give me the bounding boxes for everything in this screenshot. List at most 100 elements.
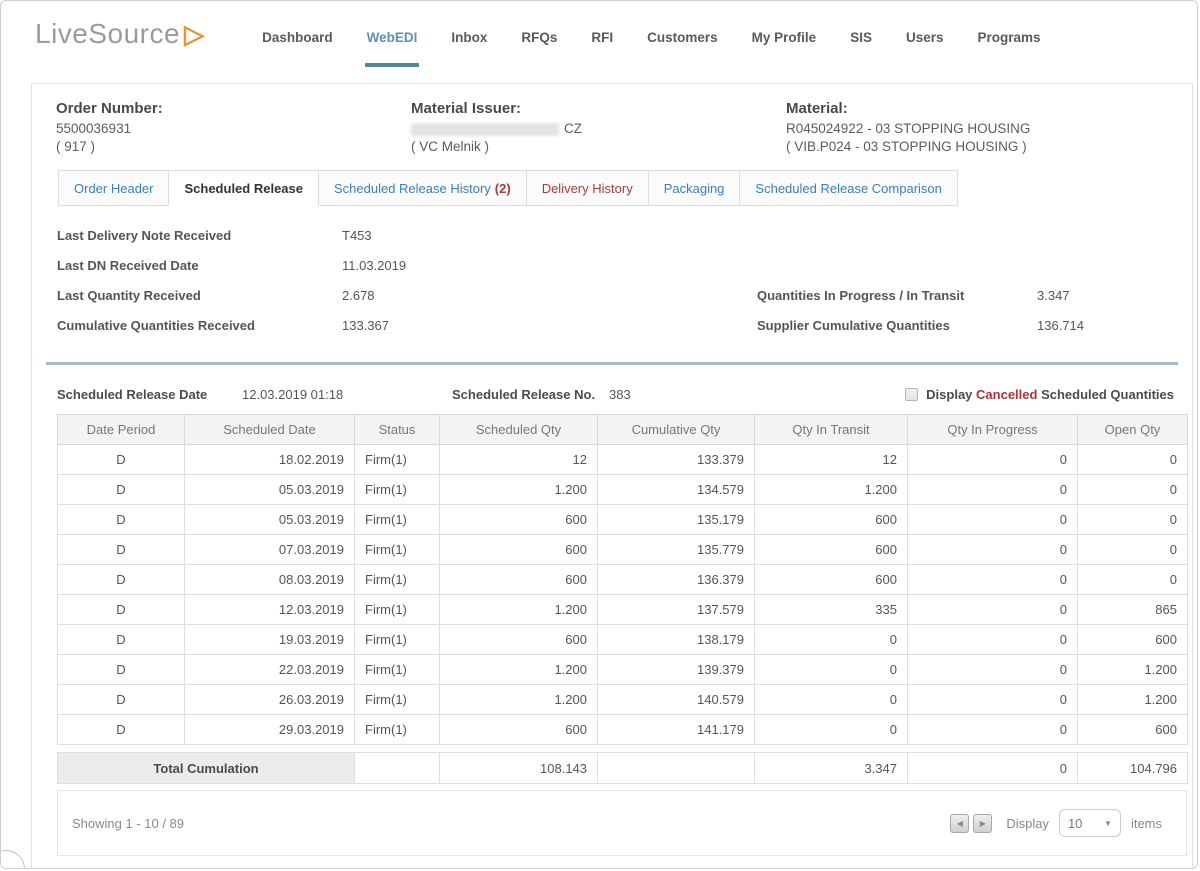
cell-qty-in-progress: 0 bbox=[907, 684, 1078, 716]
cell-qty-in-transit: 0 bbox=[754, 654, 908, 686]
nav-item-rfqs[interactable]: RFQs bbox=[521, 30, 558, 45]
schedule-table-wrap: Date Period Scheduled Date Status Scheduled… bbox=[56, 414, 1189, 785]
cell-scheduled-date: 05.03.2019 bbox=[184, 474, 355, 506]
cancelled-word: Cancelled bbox=[976, 387, 1038, 403]
cell-qty-in-progress: 0 bbox=[907, 534, 1078, 566]
scheduled-release-no-label: Scheduled Release No. bbox=[452, 387, 596, 403]
livesource-logo[interactable]: LiveSource ▷ bbox=[35, 18, 204, 50]
material-issuer-sub: ( VC Melnik ) bbox=[411, 139, 490, 155]
release-details-left: Last Delivery Note Received T453 Last DN R… bbox=[57, 228, 757, 348]
cell-scheduled-qty: 600 bbox=[439, 714, 598, 746]
cell-qty-in-progress: 0 bbox=[907, 444, 1078, 476]
cell-date-period: D bbox=[57, 594, 185, 626]
order-number-sub: ( 917 ) bbox=[56, 139, 96, 155]
column-header-cumulative-qty: Cumulative Qty bbox=[597, 414, 755, 446]
detail-value: 2.678 bbox=[342, 288, 375, 304]
cell-cumulative-qty: 133.379 bbox=[597, 444, 755, 476]
table-row: D 19.03.2019 Firm(1) 600 138.179 0 0 600 bbox=[57, 624, 1188, 656]
cell-scheduled-qty: 600 bbox=[439, 624, 598, 656]
cell-qty-in-progress: 0 bbox=[907, 474, 1078, 506]
nav-item-dashboard[interactable]: Dashboard bbox=[262, 30, 333, 45]
top-navigation-bar: LiveSource ▷ Dashboard WebEDI Inbox RFQs RFI… bbox=[1, 1, 1197, 67]
cell-status: Firm(1) bbox=[354, 444, 440, 476]
cell-open-qty: 1.200 bbox=[1077, 654, 1188, 686]
cell-qty-in-transit: 600 bbox=[754, 534, 908, 566]
cell-scheduled-qty: 1.200 bbox=[439, 654, 598, 686]
cell-qty-in-transit: 600 bbox=[754, 564, 908, 596]
cell-scheduled-date: 07.03.2019 bbox=[184, 534, 355, 566]
order-number-label: Order Number: bbox=[56, 100, 163, 117]
cell-status: Firm(1) bbox=[354, 504, 440, 536]
material-issuer-value: CZ bbox=[411, 120, 786, 138]
detail-value: T453 bbox=[342, 228, 372, 244]
cell-status: Firm(1) bbox=[354, 474, 440, 506]
cell-date-period: D bbox=[57, 474, 185, 506]
column-header-status: Status bbox=[354, 414, 440, 446]
redacted-issuer-name bbox=[411, 122, 559, 136]
cell-scheduled-qty: 600 bbox=[439, 564, 598, 596]
tab-delivery-history[interactable]: Delivery History bbox=[525, 170, 649, 207]
nav-item-sis[interactable]: SIS bbox=[850, 30, 872, 45]
cell-open-qty: 0 bbox=[1077, 564, 1188, 596]
detail-label: Last Delivery Note Received bbox=[57, 228, 232, 244]
cell-scheduled-qty: 600 bbox=[439, 504, 598, 536]
cell-cumulative-qty: 141.179 bbox=[597, 714, 755, 746]
cell-cumulative-qty: 138.179 bbox=[597, 624, 755, 656]
cell-scheduled-qty: 1.200 bbox=[439, 594, 598, 626]
table-row: D 12.03.2019 Firm(1) 1.200 137.579 335 0 865 bbox=[57, 594, 1188, 626]
cell-status: Firm(1) bbox=[354, 714, 440, 746]
next-arrow-icon: ▶ bbox=[979, 818, 986, 828]
tab-order-header[interactable]: Order Header bbox=[58, 170, 170, 207]
detail-value: 136.714 bbox=[1037, 318, 1084, 334]
cell-scheduled-date: 05.03.2019 bbox=[184, 504, 355, 536]
cell-qty-in-progress: 0 bbox=[907, 594, 1078, 626]
detail-label: Quantities In Progress / In Transit bbox=[757, 288, 965, 304]
cell-date-period: D bbox=[57, 654, 185, 686]
tab-packaging[interactable]: Packaging bbox=[647, 170, 741, 207]
main-nav: Dashboard WebEDI Inbox RFQs RFI Customers My P… bbox=[260, 1, 1042, 67]
release-details: Last Delivery Note Received T453 Last DN R… bbox=[57, 228, 1178, 348]
cell-status: Firm(1) bbox=[354, 684, 440, 716]
detail-value: 133.367 bbox=[342, 318, 389, 334]
items-label: items bbox=[1130, 815, 1162, 831]
order-tabs: Order Header Scheduled Release Scheduled R… bbox=[58, 170, 1178, 207]
tab-scheduled-release-history[interactable]: Scheduled Release History (2) bbox=[317, 170, 527, 207]
column-header-date-period: Date Period bbox=[57, 414, 185, 446]
nav-item-rfi[interactable]: RFI bbox=[591, 30, 614, 45]
tab-scheduled-release[interactable]: Scheduled Release bbox=[168, 170, 319, 207]
next-page-button[interactable]: ▶ bbox=[973, 813, 993, 833]
nav-item-webedi[interactable]: WebEDI bbox=[364, 6, 420, 67]
nav-item-programs[interactable]: Programs bbox=[977, 30, 1041, 45]
order-number-block: Order Number: 5500036931 ( 917 ) bbox=[56, 100, 411, 156]
table-row: D 05.03.2019 Firm(1) 600 135.179 600 0 0 bbox=[57, 504, 1188, 536]
corner-widget-circle bbox=[1, 850, 25, 868]
nav-item-inbox[interactable]: Inbox bbox=[451, 30, 488, 45]
cell-qty-in-progress: 0 bbox=[907, 654, 1078, 686]
scheduled-release-bar: Scheduled Release Date 12.03.2019 01:18 … bbox=[57, 387, 1178, 402]
cell-cumulative-qty: 135.779 bbox=[597, 534, 755, 566]
cell-date-period: D bbox=[57, 624, 185, 656]
cell-qty-in-progress: 0 bbox=[907, 624, 1078, 656]
cell-cumulative-qty: 134.579 bbox=[597, 474, 755, 506]
cell-scheduled-qty: 1.200 bbox=[439, 474, 598, 506]
logo-arrow-icon: ▷ bbox=[184, 19, 205, 49]
page-size-select[interactable]: 10 ▼ bbox=[1058, 809, 1121, 838]
detail-value: 11.03.2019 bbox=[342, 258, 407, 274]
display-cancelled-checkbox[interactable] bbox=[905, 388, 919, 402]
tab-scheduled-release-comparison[interactable]: Scheduled Release Comparison bbox=[739, 170, 958, 207]
nav-item-customers[interactable]: Customers bbox=[647, 30, 718, 45]
nav-item-my-profile[interactable]: My Profile bbox=[751, 30, 817, 45]
material-block: Material: R045024922 - 03 STOPPING HOUSI… bbox=[786, 100, 1178, 156]
nav-item-users[interactable]: Users bbox=[905, 30, 944, 45]
column-header-qty-in-progress: Qty In Progress bbox=[907, 414, 1078, 446]
tab-count-badge: (2) bbox=[494, 181, 511, 197]
prev-page-button[interactable]: ◀ bbox=[950, 813, 970, 833]
cell-date-period: D bbox=[57, 534, 185, 566]
column-header-qty-in-transit: Qty In Transit bbox=[754, 414, 908, 446]
cell-qty-in-transit: 600 bbox=[754, 504, 908, 536]
cell-qty-in-transit: 0 bbox=[754, 624, 908, 656]
column-header-open-qty: Open Qty bbox=[1077, 414, 1188, 446]
table-row: D 29.03.2019 Firm(1) 600 141.179 0 0 600 bbox=[57, 714, 1188, 746]
detail-row: Last DN Received Date 11.03.2019 bbox=[57, 258, 757, 288]
